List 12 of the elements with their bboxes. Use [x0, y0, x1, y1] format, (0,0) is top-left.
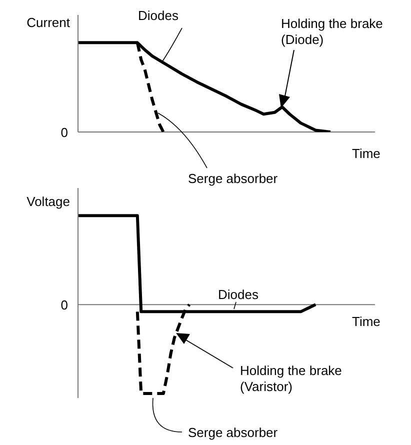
series-label: Diodes	[218, 287, 259, 302]
y-axis-title: Current	[26, 15, 70, 30]
annotation: Holding the brake (Varistor)	[240, 363, 342, 394]
text: 0	[60, 298, 68, 313]
x-axis-title: Time	[352, 146, 380, 161]
text: Serge absorber	[188, 171, 278, 186]
annotation: Holding the brake (Diode)	[281, 16, 383, 47]
text: 0	[60, 125, 68, 140]
x-axis-title: Time	[352, 314, 380, 329]
series-label: Diodes	[138, 8, 179, 23]
y-axis-title: Voltage	[26, 194, 70, 209]
text: Serge absorber	[188, 425, 278, 440]
